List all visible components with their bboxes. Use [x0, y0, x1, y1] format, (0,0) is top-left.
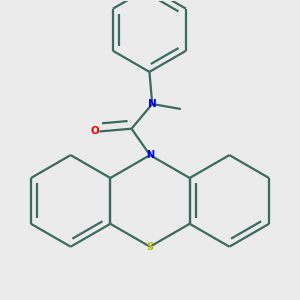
Text: S: S [146, 242, 154, 252]
Text: N: N [146, 150, 154, 160]
Text: N: N [148, 99, 157, 109]
Text: O: O [91, 127, 100, 136]
